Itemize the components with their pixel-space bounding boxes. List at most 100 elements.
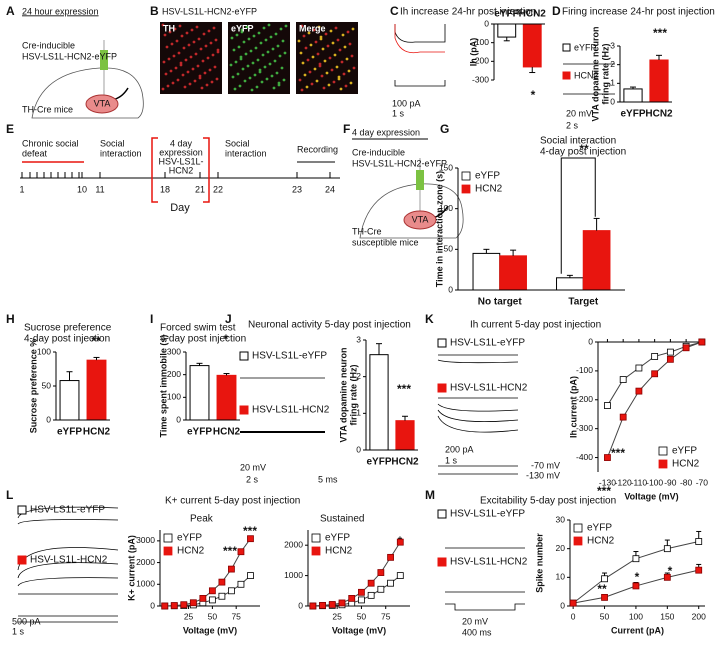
cell xyxy=(238,84,242,88)
cell xyxy=(310,82,314,86)
cell xyxy=(280,66,284,70)
x-tick-label: HCN2 xyxy=(213,427,241,438)
marker xyxy=(228,565,235,573)
legend-label: HCN2 xyxy=(672,459,700,470)
y-axis-label: Ih current (pA) xyxy=(568,376,578,438)
trace xyxy=(394,24,445,54)
cell xyxy=(241,67,245,71)
cell xyxy=(173,27,177,31)
label: 4 day expression xyxy=(352,127,420,137)
marker xyxy=(635,364,643,372)
cell xyxy=(341,33,345,37)
x-axis-label: Voltage (mV) xyxy=(183,625,237,635)
cell xyxy=(345,57,349,61)
marker xyxy=(161,602,169,610)
marker xyxy=(199,595,207,602)
chart-title: 4-day post injection xyxy=(540,147,626,158)
panel-letter: J xyxy=(225,312,232,326)
label: 1 s xyxy=(392,108,405,118)
label: interaction xyxy=(100,148,142,158)
label: defeat xyxy=(22,148,48,158)
cell xyxy=(328,56,332,60)
bar xyxy=(369,354,389,451)
annotation: *** xyxy=(243,524,257,538)
cell xyxy=(161,23,165,27)
marker xyxy=(698,338,706,346)
label: susceptible mice xyxy=(352,237,419,247)
cell xyxy=(262,26,266,30)
cell xyxy=(242,40,246,44)
label: Social xyxy=(100,138,125,148)
label: 1 xyxy=(19,184,24,194)
cell xyxy=(315,79,319,83)
y-tick-label: 50 xyxy=(444,244,454,254)
y-tick-label: 300 xyxy=(167,346,181,356)
legend-swatch xyxy=(437,383,447,393)
cell xyxy=(211,53,215,57)
syringe xyxy=(100,50,108,70)
cell xyxy=(257,31,261,35)
cell xyxy=(205,83,209,87)
cell xyxy=(187,43,191,47)
label: 22 xyxy=(213,184,223,194)
cell xyxy=(270,74,274,78)
label: HSV-LS1L-eYFP xyxy=(30,505,105,516)
marker xyxy=(208,596,216,604)
label: 20 mV xyxy=(462,616,488,626)
chart-title: Peak xyxy=(190,514,214,525)
cell xyxy=(318,62,322,66)
series-line xyxy=(164,575,251,607)
x-tick-label: 100 xyxy=(629,611,643,621)
label: HSV-LS1L-HCN2 xyxy=(30,555,108,566)
marker xyxy=(218,592,226,600)
cell xyxy=(167,57,171,61)
cell xyxy=(182,46,186,50)
legend-label: HCN2 xyxy=(587,536,615,547)
bar xyxy=(189,365,210,421)
cell xyxy=(337,75,341,79)
label: HSV-LS1L-HCN2 xyxy=(450,557,528,568)
legend-swatch xyxy=(163,546,173,556)
y-axis-label: VTA dopamine neuron xyxy=(590,26,600,121)
cell xyxy=(269,35,273,39)
cell xyxy=(230,36,234,40)
cell xyxy=(346,30,350,34)
marker xyxy=(387,579,394,587)
y-tick-label: 0 xyxy=(356,444,361,454)
chart-title: 4-day post injection xyxy=(24,334,110,345)
cell xyxy=(216,50,220,54)
y-tick-label: -200 xyxy=(576,394,593,404)
cell xyxy=(246,64,250,68)
marker xyxy=(666,348,674,356)
chart-title: Sucrose preference xyxy=(24,323,112,334)
cell xyxy=(165,45,169,49)
legend-label: HCN2 xyxy=(475,184,503,195)
marker xyxy=(328,601,336,608)
y-tick-label: 150 xyxy=(439,162,453,172)
y-tick-label: 1 xyxy=(356,408,361,418)
cell xyxy=(180,34,184,38)
x-tick-label: -100 xyxy=(646,477,663,487)
bar xyxy=(522,23,542,68)
cell xyxy=(302,34,306,38)
x-tick-label: No target xyxy=(478,297,523,308)
bar xyxy=(497,23,517,38)
marker xyxy=(635,387,643,395)
y-tick-label: -100 xyxy=(472,37,489,47)
bracket xyxy=(151,137,210,203)
cell xyxy=(331,41,335,45)
label: HSV-LS1L-HCN2-eYFP xyxy=(352,158,447,168)
y-tick-label: 10 xyxy=(556,572,566,582)
legend-swatch xyxy=(17,505,27,515)
annotation: ** xyxy=(579,142,589,156)
marker xyxy=(601,594,608,601)
cell xyxy=(169,69,173,73)
marker xyxy=(569,599,577,607)
y-tick-label: 1000 xyxy=(136,579,155,589)
chart-title: Ih increase 24-hr post injection xyxy=(400,7,536,18)
x-tick-label: HCN2 xyxy=(83,427,111,438)
y-tick-label: 3000 xyxy=(136,535,155,545)
y-axis-label: Time spent immobile (s) xyxy=(158,335,168,438)
label: HSV-LS1L-HCN2-eYFP xyxy=(22,51,117,61)
annotation: * xyxy=(668,564,673,578)
